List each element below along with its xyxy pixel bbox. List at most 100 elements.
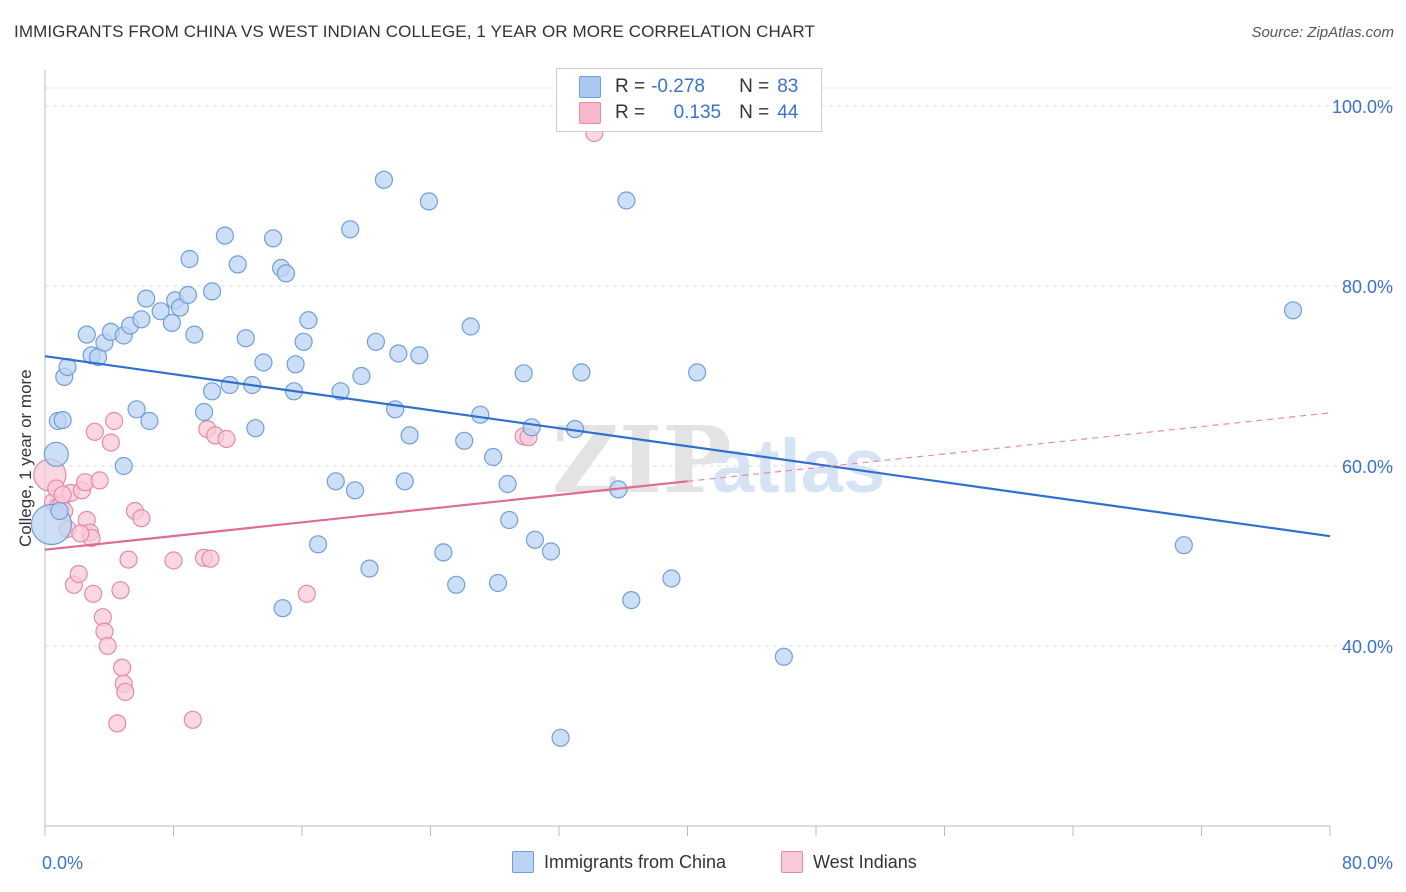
- data-point: [514, 364, 533, 383]
- axes: [44, 70, 1331, 836]
- data-point: [410, 346, 429, 365]
- y-axis-label: College, 1 year or more: [16, 369, 35, 547]
- data-point: [461, 317, 480, 336]
- data-point: [294, 332, 313, 351]
- data-point: [345, 481, 365, 500]
- legend-n-value: 83: [777, 76, 799, 97]
- data-point: [263, 229, 283, 248]
- data-point: [374, 170, 394, 189]
- data-point: [180, 249, 199, 269]
- data-point: [366, 332, 385, 351]
- data-point: [85, 422, 104, 441]
- trend-line-china: [44, 355, 1331, 538]
- data-point: [202, 382, 222, 401]
- data-point: [572, 363, 591, 382]
- data-point: [98, 636, 117, 656]
- data-point: [194, 402, 214, 422]
- tick-labels: 40.0% 60.0% 80.0% 100.0% 0.0% 80.0%: [42, 97, 1393, 873]
- data-point: [662, 569, 681, 588]
- data-point: [525, 530, 545, 549]
- data-point: [622, 590, 641, 610]
- data-point: [273, 599, 292, 618]
- data-point: [286, 355, 305, 374]
- data-point: [104, 411, 124, 431]
- data-point: [352, 366, 371, 386]
- data-point: [43, 441, 69, 467]
- source-credit: Source: ZipAtlas.com: [1251, 24, 1394, 41]
- y-tick-label: 60.0%: [1342, 457, 1393, 477]
- data-point: [254, 353, 273, 372]
- chart-title: IMMIGRANTS FROM CHINA VS WEST INDIAN COL…: [14, 22, 815, 41]
- data-point: [50, 501, 69, 521]
- bottom-legend-swatch-west-indians: [781, 851, 803, 873]
- data-point: [419, 192, 438, 211]
- data-point: [132, 310, 151, 329]
- legend-swatch-west-indians: [579, 102, 601, 124]
- legend: R = -0.278 N = 83 R = 0.135 N = 44: [556, 68, 822, 132]
- legend-row-west-indians: R = 0.135 N = 44: [579, 101, 798, 125]
- legend-n-label: N =: [739, 102, 770, 123]
- data-point: [119, 550, 138, 569]
- data-point: [202, 282, 222, 301]
- x-tick-label-max: 80.0%: [1342, 853, 1393, 873]
- data-point: [140, 411, 159, 431]
- data-point: [127, 400, 146, 419]
- data-point: [400, 426, 419, 445]
- legend-r-value: 0.135: [673, 102, 722, 123]
- data-point: [137, 289, 156, 308]
- legend-r-value: -0.278: [651, 76, 705, 97]
- data-point: [114, 456, 133, 476]
- data-point: [541, 542, 561, 561]
- data-point: [77, 325, 96, 344]
- data-point: [108, 714, 127, 733]
- data-point: [500, 510, 519, 530]
- y-tick-label: 80.0%: [1342, 277, 1393, 297]
- legend-row-china: R = -0.278 N = 83: [579, 75, 798, 99]
- watermark-atlas: atlas: [712, 424, 885, 509]
- data-point: [162, 313, 181, 332]
- data-point: [185, 325, 204, 344]
- y-tick-label: 40.0%: [1342, 637, 1393, 657]
- data-point: [236, 329, 255, 348]
- data-point: [617, 191, 636, 210]
- data-point: [551, 728, 570, 747]
- data-point: [395, 472, 414, 491]
- legend-n-label: N =: [739, 76, 770, 97]
- data-point: [774, 647, 793, 666]
- data-point: [246, 419, 265, 438]
- data-point: [53, 411, 72, 430]
- x-tick-label-min: 0.0%: [42, 853, 83, 873]
- data-point: [215, 226, 234, 245]
- data-point: [84, 584, 103, 603]
- data-point: [217, 429, 236, 449]
- legend-r-label: R =: [615, 102, 646, 123]
- data-point: [116, 682, 135, 702]
- bottom-legend-swatch-china: [512, 851, 534, 873]
- data-point: [53, 485, 72, 504]
- data-point: [101, 433, 120, 452]
- bottom-legend-label-west-indians: West Indians: [813, 851, 917, 872]
- watermark: ZIP atlas: [552, 406, 885, 514]
- trend-lines: [44, 355, 1331, 551]
- legend-swatch-china: [579, 76, 601, 98]
- data-point: [90, 471, 109, 490]
- data-point: [69, 564, 88, 584]
- data-point: [471, 405, 490, 424]
- data-point: [331, 382, 350, 401]
- trend-line-west-indians: [44, 480, 688, 551]
- data-point: [308, 535, 328, 554]
- data-point: [1283, 301, 1303, 320]
- data-point: [522, 418, 541, 437]
- data-point: [447, 575, 466, 594]
- data-point: [341, 220, 360, 239]
- data-point: [455, 431, 474, 450]
- data-point: [1174, 536, 1193, 555]
- data-point: [484, 447, 503, 467]
- data-point: [111, 581, 130, 600]
- data-point: [151, 302, 170, 321]
- grid-lines: [45, 87, 1395, 647]
- data-point: [297, 584, 316, 603]
- data-point: [228, 255, 247, 274]
- data-point: [71, 524, 90, 543]
